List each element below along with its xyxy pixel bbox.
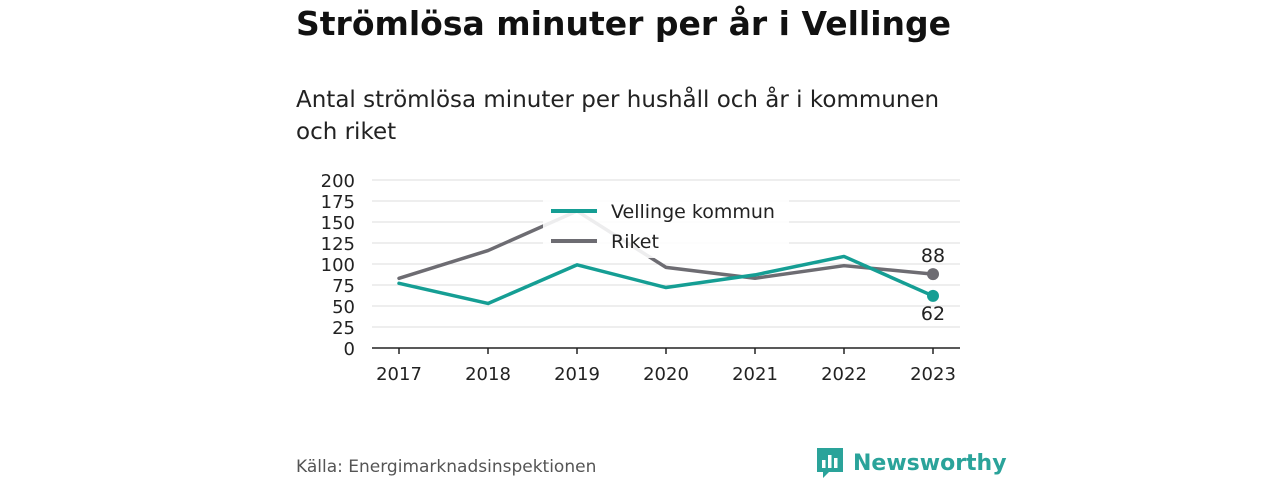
y-tick-label: 175 — [321, 192, 355, 213]
legend-box — [543, 196, 789, 258]
end-value-label: 62 — [921, 303, 945, 325]
y-tick-label: 25 — [332, 318, 355, 339]
x-tick-label: 2017 — [376, 364, 422, 385]
chart-title: Strömlösa minuter per år i Vellinge — [296, 4, 952, 43]
x-tick-label: 2020 — [643, 364, 689, 385]
y-tick-label: 150 — [321, 213, 355, 234]
legend: Vellinge kommun Riket — [543, 196, 789, 258]
x-tick-label: 2019 — [554, 364, 600, 385]
x-tick-label: 2022 — [821, 364, 867, 385]
legend-label: Riket — [611, 231, 659, 253]
y-tick-label: 50 — [332, 297, 355, 318]
y-tick-label: 75 — [332, 276, 355, 297]
x-axis-ticks: 2017 2018 2019 2020 2021 2022 2023 — [376, 348, 956, 385]
bar-chart-speech-bubble-icon — [817, 448, 843, 478]
series-line — [397, 254, 935, 306]
x-tick-label: 2023 — [910, 364, 956, 385]
x-tick-label: 2021 — [732, 364, 778, 385]
end-value-label: 88 — [921, 245, 945, 267]
source-note: Källa: Energimarknadsinspektionen — [296, 457, 597, 477]
y-tick-label: 200 — [321, 171, 355, 192]
chart-subtitle: Antal strömlösa minuter per hushåll och … — [296, 87, 940, 145]
brand-logo: Newsworthy — [815, 446, 1007, 480]
y-tick-label: 0 — [344, 339, 355, 360]
series-line — [397, 209, 935, 281]
brand-name: Newsworthy — [853, 450, 1007, 476]
end-point — [927, 289, 939, 302]
legend-label: Vellinge kommun — [611, 201, 775, 223]
x-tick-label: 2018 — [465, 364, 511, 385]
y-tick-label: 100 — [321, 255, 355, 276]
end-point — [927, 268, 939, 281]
series-lines: 62 88 — [397, 209, 945, 325]
y-tick-label: 125 — [321, 234, 355, 255]
